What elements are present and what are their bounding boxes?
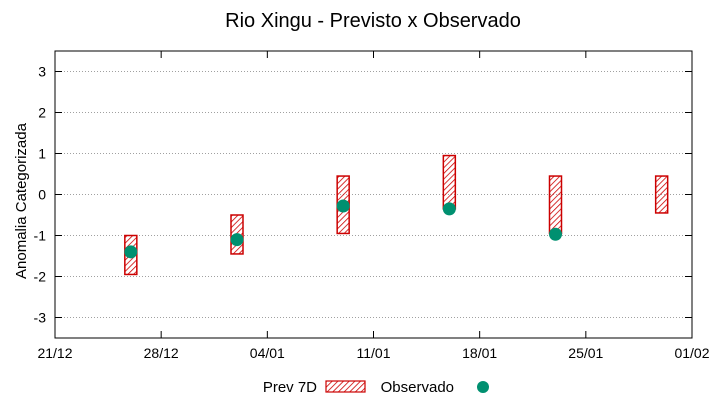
x-tick-label: 01/02: [674, 345, 709, 361]
x-tick-label: 25/01: [568, 345, 603, 361]
y-tick-label: -3: [34, 310, 47, 326]
y-tick-label: 2: [38, 105, 46, 121]
x-tick-labels: 21/12 28/12 04/01 11/01 18/01 25/01 01/02: [37, 345, 709, 361]
grid-lines: [55, 71, 692, 318]
x-tick-label: 04/01: [250, 345, 285, 361]
legend-swatch-prev-7d: [325, 380, 366, 393]
axis-ticks: [54, 51, 693, 338]
y-tick-label: 0: [38, 187, 46, 203]
observed-point: [124, 245, 138, 259]
observed-point: [336, 199, 350, 213]
x-tick-label: 21/12: [37, 345, 72, 361]
forecast-range-bar: [442, 154, 457, 210]
forecast-range-bars: [124, 154, 669, 276]
legend-label-observado: Observado: [381, 379, 454, 396]
legend-label-prev-7d: Prev 7D: [263, 379, 317, 396]
forecast-range-bar: [548, 175, 563, 235]
y-tick-label: -2: [34, 269, 47, 285]
observed-point: [442, 202, 456, 216]
observed-point: [549, 227, 562, 241]
forecast-range-bar: [654, 175, 669, 214]
y-tick-labels: 3 2 1 0 -1 -2 -3: [34, 64, 47, 326]
chart-legend: Prev 7D Observado: [263, 379, 489, 396]
y-tick-label: 3: [38, 64, 46, 80]
observed-points: [124, 199, 562, 259]
x-tick-label: 18/01: [462, 345, 497, 361]
chart-title: Rio Xingu - Previsto x Observado: [225, 10, 521, 32]
x-tick-label: 11/01: [357, 345, 391, 361]
observed-point: [230, 233, 244, 247]
y-tick-label: 1: [38, 146, 46, 162]
y-axis-label: Anomalia Categorizada: [13, 122, 30, 279]
legend-swatch-observado: [477, 381, 489, 393]
x-tick-label: 28/12: [144, 345, 179, 361]
y-tick-label: -1: [34, 228, 47, 244]
